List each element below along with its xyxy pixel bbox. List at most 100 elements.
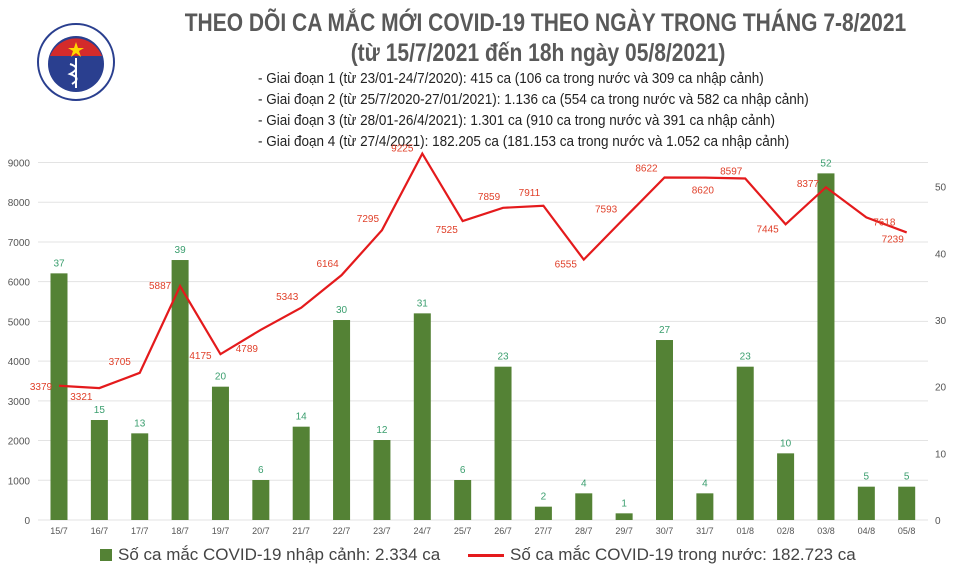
bar-data-label: 20 bbox=[215, 372, 227, 383]
bar bbox=[777, 453, 795, 520]
bar bbox=[333, 320, 351, 520]
line-data-label: 8377 bbox=[797, 179, 820, 190]
line-data-label: 7859 bbox=[478, 192, 501, 203]
bar-data-label: 30 bbox=[336, 305, 348, 316]
left-axis-tick-label: 4000 bbox=[8, 357, 31, 368]
x-axis-tick-label: 31/7 bbox=[696, 526, 714, 536]
ministry-of-health-logo bbox=[37, 23, 115, 101]
stage-4-text: - Giai đoạn 4 (từ 27/4/2021): 182.205 ca… bbox=[258, 133, 790, 150]
left-axis-tick-label: 9000 bbox=[8, 159, 31, 170]
left-axis-tick-label: 2000 bbox=[8, 437, 31, 448]
x-axis-tick-label: 15/7 bbox=[50, 526, 68, 536]
bar bbox=[454, 480, 472, 520]
bar bbox=[131, 433, 149, 520]
bar-data-label: 23 bbox=[740, 352, 752, 363]
x-axis-tick-label: 03/8 bbox=[817, 526, 835, 536]
bar-data-label: 6 bbox=[258, 465, 264, 476]
right-axis-tick-label: 20 bbox=[935, 383, 947, 394]
stage-3-text: - Giai đoạn 3 (từ 28/01-26/4/2021): 1.30… bbox=[258, 112, 776, 129]
bar-data-label: 27 bbox=[659, 325, 671, 336]
bar-data-label: 23 bbox=[497, 352, 509, 363]
chart-title-row: THEO DÕI CA MẮC MỚI COVID-19 THEO NGÀY T… bbox=[0, 8, 960, 38]
line-data-label: 7445 bbox=[756, 224, 779, 235]
left-axis-tick-label: 5000 bbox=[8, 317, 31, 328]
x-axis-tick-label: 17/7 bbox=[131, 526, 149, 536]
bar bbox=[575, 493, 593, 520]
bar-data-label: 1 bbox=[621, 498, 627, 509]
x-axis-tick-label: 25/7 bbox=[454, 526, 472, 536]
x-axis-tick-label: 21/7 bbox=[292, 526, 310, 536]
left-axis-tick-label: 3000 bbox=[8, 397, 31, 408]
line-data-label: 3379 bbox=[30, 382, 53, 393]
line-data-label: 4175 bbox=[189, 351, 212, 362]
line-data-label: 8620 bbox=[692, 186, 715, 197]
bar-data-label: 52 bbox=[820, 158, 832, 169]
x-axis-tick-label: 29/7 bbox=[615, 526, 633, 536]
bar-data-label: 2 bbox=[541, 492, 547, 503]
x-axis-tick-label: 20/7 bbox=[252, 526, 270, 536]
bar bbox=[898, 486, 916, 520]
bar-data-label: 5 bbox=[864, 472, 870, 483]
bar-data-label: 14 bbox=[296, 412, 308, 423]
x-axis-tick-label: 23/7 bbox=[373, 526, 391, 536]
left-axis-tick-label: 6000 bbox=[8, 278, 31, 289]
x-axis-tick-label: 05/8 bbox=[898, 526, 916, 536]
legend-line: Số ca mắc COVID-19 trong nước: 182.723 c… bbox=[468, 545, 856, 565]
line-data-label: 3705 bbox=[109, 357, 132, 368]
line-data-label: 3321 bbox=[70, 392, 93, 403]
bar bbox=[413, 313, 431, 520]
x-axis-tick-label: 18/7 bbox=[171, 526, 189, 536]
x-axis-tick-label: 19/7 bbox=[212, 526, 230, 536]
bar-data-label: 10 bbox=[780, 438, 792, 449]
bar bbox=[817, 173, 835, 521]
line-data-label: 4789 bbox=[236, 344, 259, 355]
legend-bar-swatch bbox=[100, 549, 112, 561]
line-data-label: 8597 bbox=[720, 167, 743, 178]
x-axis-tick-label: 04/8 bbox=[858, 526, 876, 536]
bar-data-label: 31 bbox=[417, 298, 429, 309]
line-data-label: 7911 bbox=[519, 188, 541, 199]
bar bbox=[736, 366, 754, 520]
right-axis-tick-label: 10 bbox=[935, 449, 947, 460]
bar bbox=[171, 260, 189, 520]
right-axis-tick-label: 30 bbox=[935, 316, 947, 327]
right-axis-tick-label: 0 bbox=[935, 516, 941, 527]
bar bbox=[292, 426, 310, 520]
x-axis-tick-label: 30/7 bbox=[656, 526, 674, 536]
legend-bar: Số ca mắc COVID-19 nhập cảnh: 2.334 ca bbox=[100, 545, 440, 565]
bar-data-label: 6 bbox=[460, 465, 466, 476]
bar-data-label: 4 bbox=[702, 478, 708, 489]
line-data-label: 5887 bbox=[149, 281, 172, 292]
bar bbox=[211, 386, 229, 520]
legend-line-label: Số ca mắc COVID-19 trong nước: 182.723 c… bbox=[510, 545, 856, 564]
bar bbox=[90, 420, 108, 520]
bar-data-label: 39 bbox=[175, 245, 187, 256]
right-axis-tick-label: 50 bbox=[935, 183, 947, 194]
left-axis-tick-label: 0 bbox=[24, 516, 30, 527]
line-data-label: 7618 bbox=[873, 217, 896, 228]
chart-subtitle-row: (từ 15/7/2021 đến 18h ngày 05/8/2021) bbox=[0, 38, 960, 68]
legend-bar-label: Số ca mắc COVID-19 nhập cảnh: 2.334 ca bbox=[118, 545, 441, 564]
x-axis-tick-label: 24/7 bbox=[414, 526, 432, 536]
bar bbox=[373, 440, 391, 520]
line-data-label: 7295 bbox=[357, 214, 380, 225]
line-data-label: 7593 bbox=[595, 204, 618, 215]
stage-1-text: - Giai đoạn 1 (từ 23/01-24/7/2020): 415 … bbox=[258, 70, 764, 87]
x-axis-tick-label: 28/7 bbox=[575, 526, 593, 536]
left-axis-tick-label: 1000 bbox=[8, 476, 31, 487]
x-axis-tick-label: 16/7 bbox=[91, 526, 109, 536]
x-axis-tick-label: 27/7 bbox=[535, 526, 553, 536]
line-data-label: 6555 bbox=[555, 260, 578, 271]
bar bbox=[252, 480, 270, 520]
bar-data-label: 15 bbox=[94, 405, 106, 416]
x-axis-tick-label: 02/8 bbox=[777, 526, 795, 536]
line-data-label: 8622 bbox=[635, 164, 658, 175]
line-data-label: 5343 bbox=[276, 292, 299, 303]
bar-data-label: 13 bbox=[134, 418, 146, 429]
bar-data-label: 12 bbox=[376, 425, 388, 436]
legend-line-swatch bbox=[468, 553, 504, 557]
x-axis-tick-label: 01/8 bbox=[736, 526, 754, 536]
left-axis-tick-label: 8000 bbox=[8, 198, 31, 209]
